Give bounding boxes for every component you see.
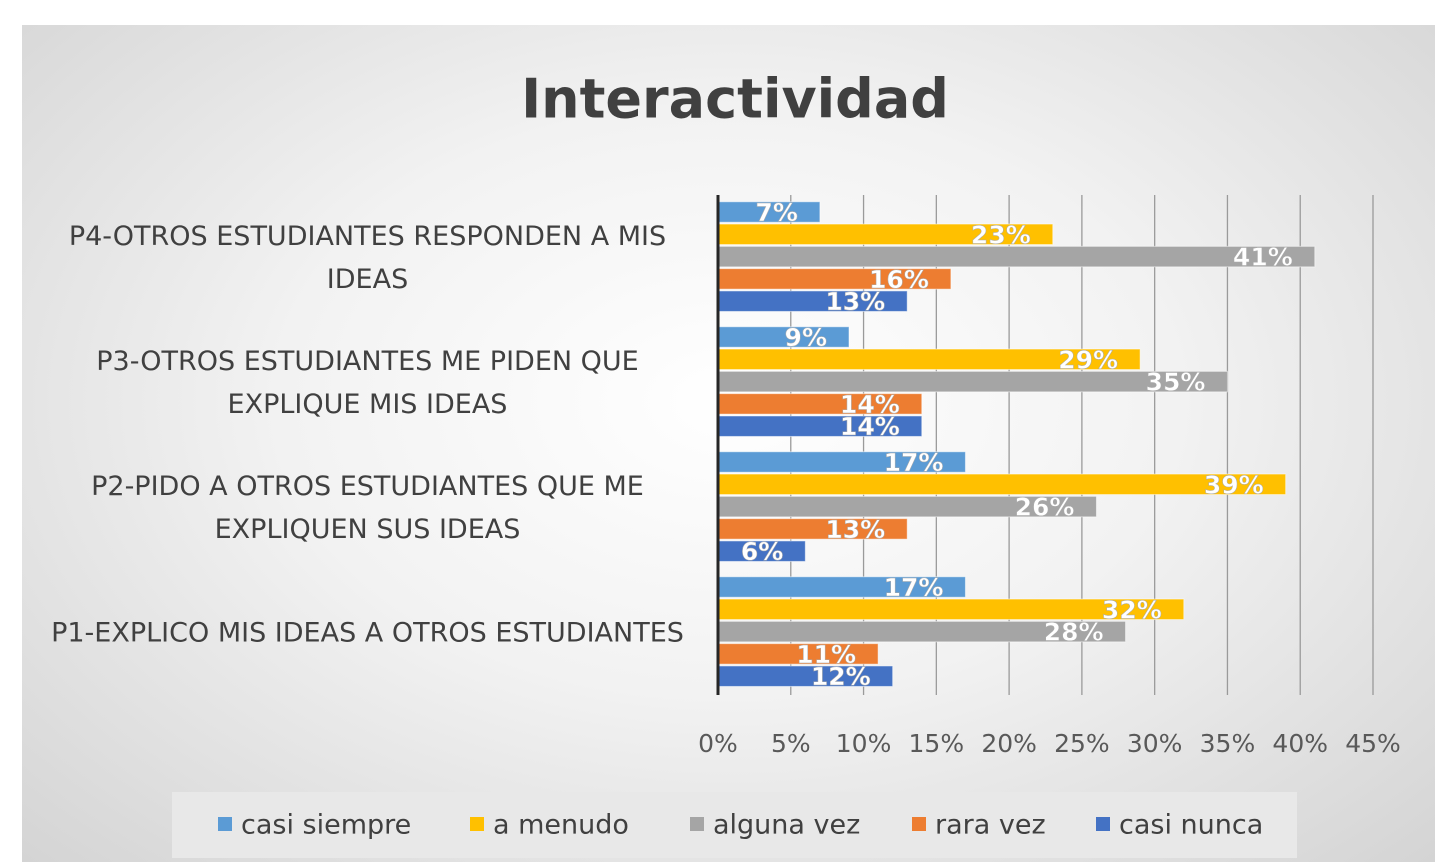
data-label: 28% (1044, 618, 1104, 647)
bar (717, 245, 1316, 268)
data-label: 23% (971, 220, 1031, 249)
x-tick-label: 20% (981, 729, 1037, 758)
data-label: 17% (884, 573, 944, 602)
x-tick-label: 15% (909, 729, 965, 758)
bar (717, 326, 850, 348)
data-label: 7% (755, 198, 797, 227)
legend-label: a menudo (493, 810, 629, 841)
data-label: 39% (1204, 470, 1264, 499)
data-label: 35% (1146, 368, 1206, 397)
data-label: 6% (741, 537, 783, 566)
data-label: 11% (796, 640, 856, 669)
data-label: 9% (785, 323, 827, 352)
legend-swatch (1096, 817, 1110, 831)
legend-swatch (470, 817, 484, 831)
legend-label: rara vez (935, 810, 1046, 841)
data-label: 13% (825, 515, 885, 544)
data-label: 17% (884, 448, 944, 477)
data-label: 12% (811, 662, 871, 691)
x-tick-label: 35% (1200, 729, 1256, 758)
x-tick-label: 0% (698, 729, 738, 758)
x-tick-label: 40% (1272, 729, 1328, 758)
chart-area (22, 25, 1435, 862)
data-label: 26% (1015, 493, 1075, 522)
x-tick-label: 10% (836, 729, 892, 758)
category-label: P2-PIDO A OTROS ESTUDIANTES QUE ME EXPLI… (91, 470, 644, 545)
data-label: 41% (1233, 243, 1293, 272)
legend-label: casi siempre (241, 810, 411, 841)
legend-label: alguna vez (713, 810, 860, 841)
data-label: 13% (825, 287, 885, 316)
x-tick-label: 45% (1345, 729, 1401, 758)
data-label: 14% (840, 412, 900, 441)
x-tick-label: 5% (771, 729, 811, 758)
data-label: 32% (1102, 595, 1162, 624)
legend-swatch (912, 817, 926, 831)
data-label: 14% (840, 390, 900, 419)
category-label: P1-EXPLICO MIS IDEAS A OTROS ESTUDIANTES (51, 617, 684, 648)
bar (717, 473, 1287, 496)
x-tick-label: 30% (1127, 729, 1183, 758)
x-tick-label: 25% (1054, 729, 1110, 758)
category-label: P4-OTROS ESTUDIANTES RESPONDEN A MIS IDE… (68, 220, 667, 295)
data-label: 16% (869, 265, 929, 294)
chart-title: Interactividad (521, 68, 949, 131)
legend-label: casi nunca (1119, 810, 1263, 841)
data-label: 29% (1058, 345, 1118, 374)
legend-swatch (218, 817, 232, 831)
category-label: P3-OTROS ESTUDIANTES ME PIDEN QUE EXPLIQ… (96, 345, 639, 420)
legend-swatch (690, 817, 704, 831)
